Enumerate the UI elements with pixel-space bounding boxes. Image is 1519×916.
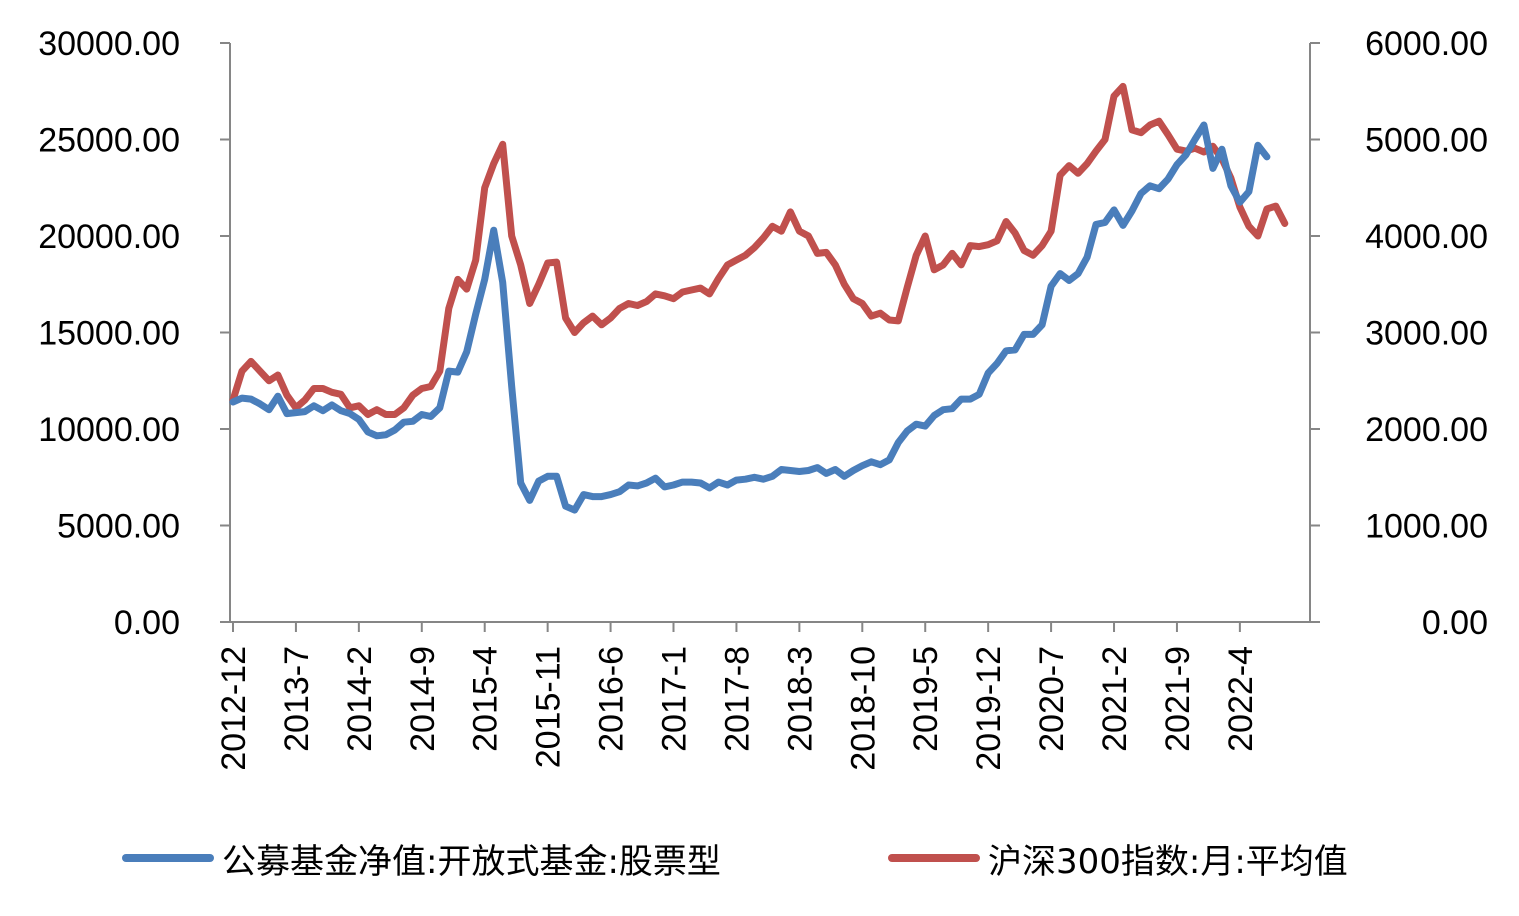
series-line-fund (229, 121, 1271, 514)
left-tick-label: 30000.00 (38, 25, 180, 63)
chart: 0.00 5000.00 10000.00 15000.00 20000.00 25000… (38, 25, 1488, 771)
x-tick-label: 2022-4 (1222, 646, 1260, 752)
left-axis-tick-labels: 0.00 5000.00 10000.00 15000.00 20000.00 25000… (38, 25, 180, 642)
legend-label-index: 沪深300指数:月:平均值 (988, 841, 1348, 882)
x-tick-label: 2020-7 (1033, 646, 1071, 752)
left-tick-label: 25000.00 (38, 122, 180, 160)
x-tick-label: 2015-11 (530, 646, 568, 768)
x-tick-label: 2019-5 (907, 646, 945, 752)
x-tick-label: 2019-12 (970, 646, 1008, 771)
legend: 公募基金净值:开放式基金:股票型 沪深300指数:月:平均值 (0, 828, 1519, 888)
legend-item-index: 沪深300指数:月:平均值 (888, 828, 1348, 888)
series-line-index (229, 82, 1289, 418)
x-tick-label: 2017-8 (718, 646, 756, 752)
left-tick-label: 5000.00 (57, 508, 180, 546)
legend-label-fund: 公募基金净值:开放式基金:股票型 (222, 841, 721, 882)
right-tick-label: 2000.00 (1365, 411, 1488, 449)
left-tick-label: 10000.00 (38, 411, 180, 449)
legend-swatch-index (888, 854, 980, 862)
x-tick-label: 2016-6 (593, 646, 631, 752)
left-tick-label: 20000.00 (38, 218, 180, 256)
x-tick-label: 2015-4 (467, 646, 505, 752)
x-tick-label: 2013-7 (278, 646, 316, 752)
left-tick-label: 15000.00 (38, 315, 180, 353)
x-tick-label: 2012-12 (215, 646, 253, 771)
x-tick-label: 2018-10 (844, 646, 882, 771)
right-tick-label: 3000.00 (1365, 315, 1488, 353)
x-tick-label: 2021-9 (1159, 646, 1197, 752)
x-tick-label: 2014-9 (404, 646, 442, 752)
right-tick-label: 5000.00 (1365, 122, 1488, 160)
x-tick-label: 2018-3 (781, 646, 819, 752)
right-tick-label: 0.00 (1422, 604, 1488, 642)
series-lines (229, 82, 1289, 514)
left-tick-label: 0.00 (114, 604, 180, 642)
right-tick-label: 1000.00 (1365, 508, 1488, 546)
axes (220, 42, 1320, 632)
right-tick-label: 6000.00 (1365, 25, 1488, 63)
right-axis-tick-labels: 0.00 1000.00 2000.00 3000.00 4000.00 5000.00 6… (1365, 25, 1488, 642)
legend-item-fund: 公募基金净值:开放式基金:股票型 (122, 828, 721, 888)
x-axis-tick-labels: 2012-12 2013-7 2014-2 2014-9 2015-4 2015-11 20… (215, 646, 1260, 771)
right-tick-label: 4000.00 (1365, 218, 1488, 256)
legend-swatch-fund (122, 854, 214, 862)
x-tick-label: 2021-2 (1096, 646, 1134, 752)
x-tick-label: 2017-1 (656, 646, 694, 752)
x-tick-label: 2014-2 (341, 646, 379, 752)
